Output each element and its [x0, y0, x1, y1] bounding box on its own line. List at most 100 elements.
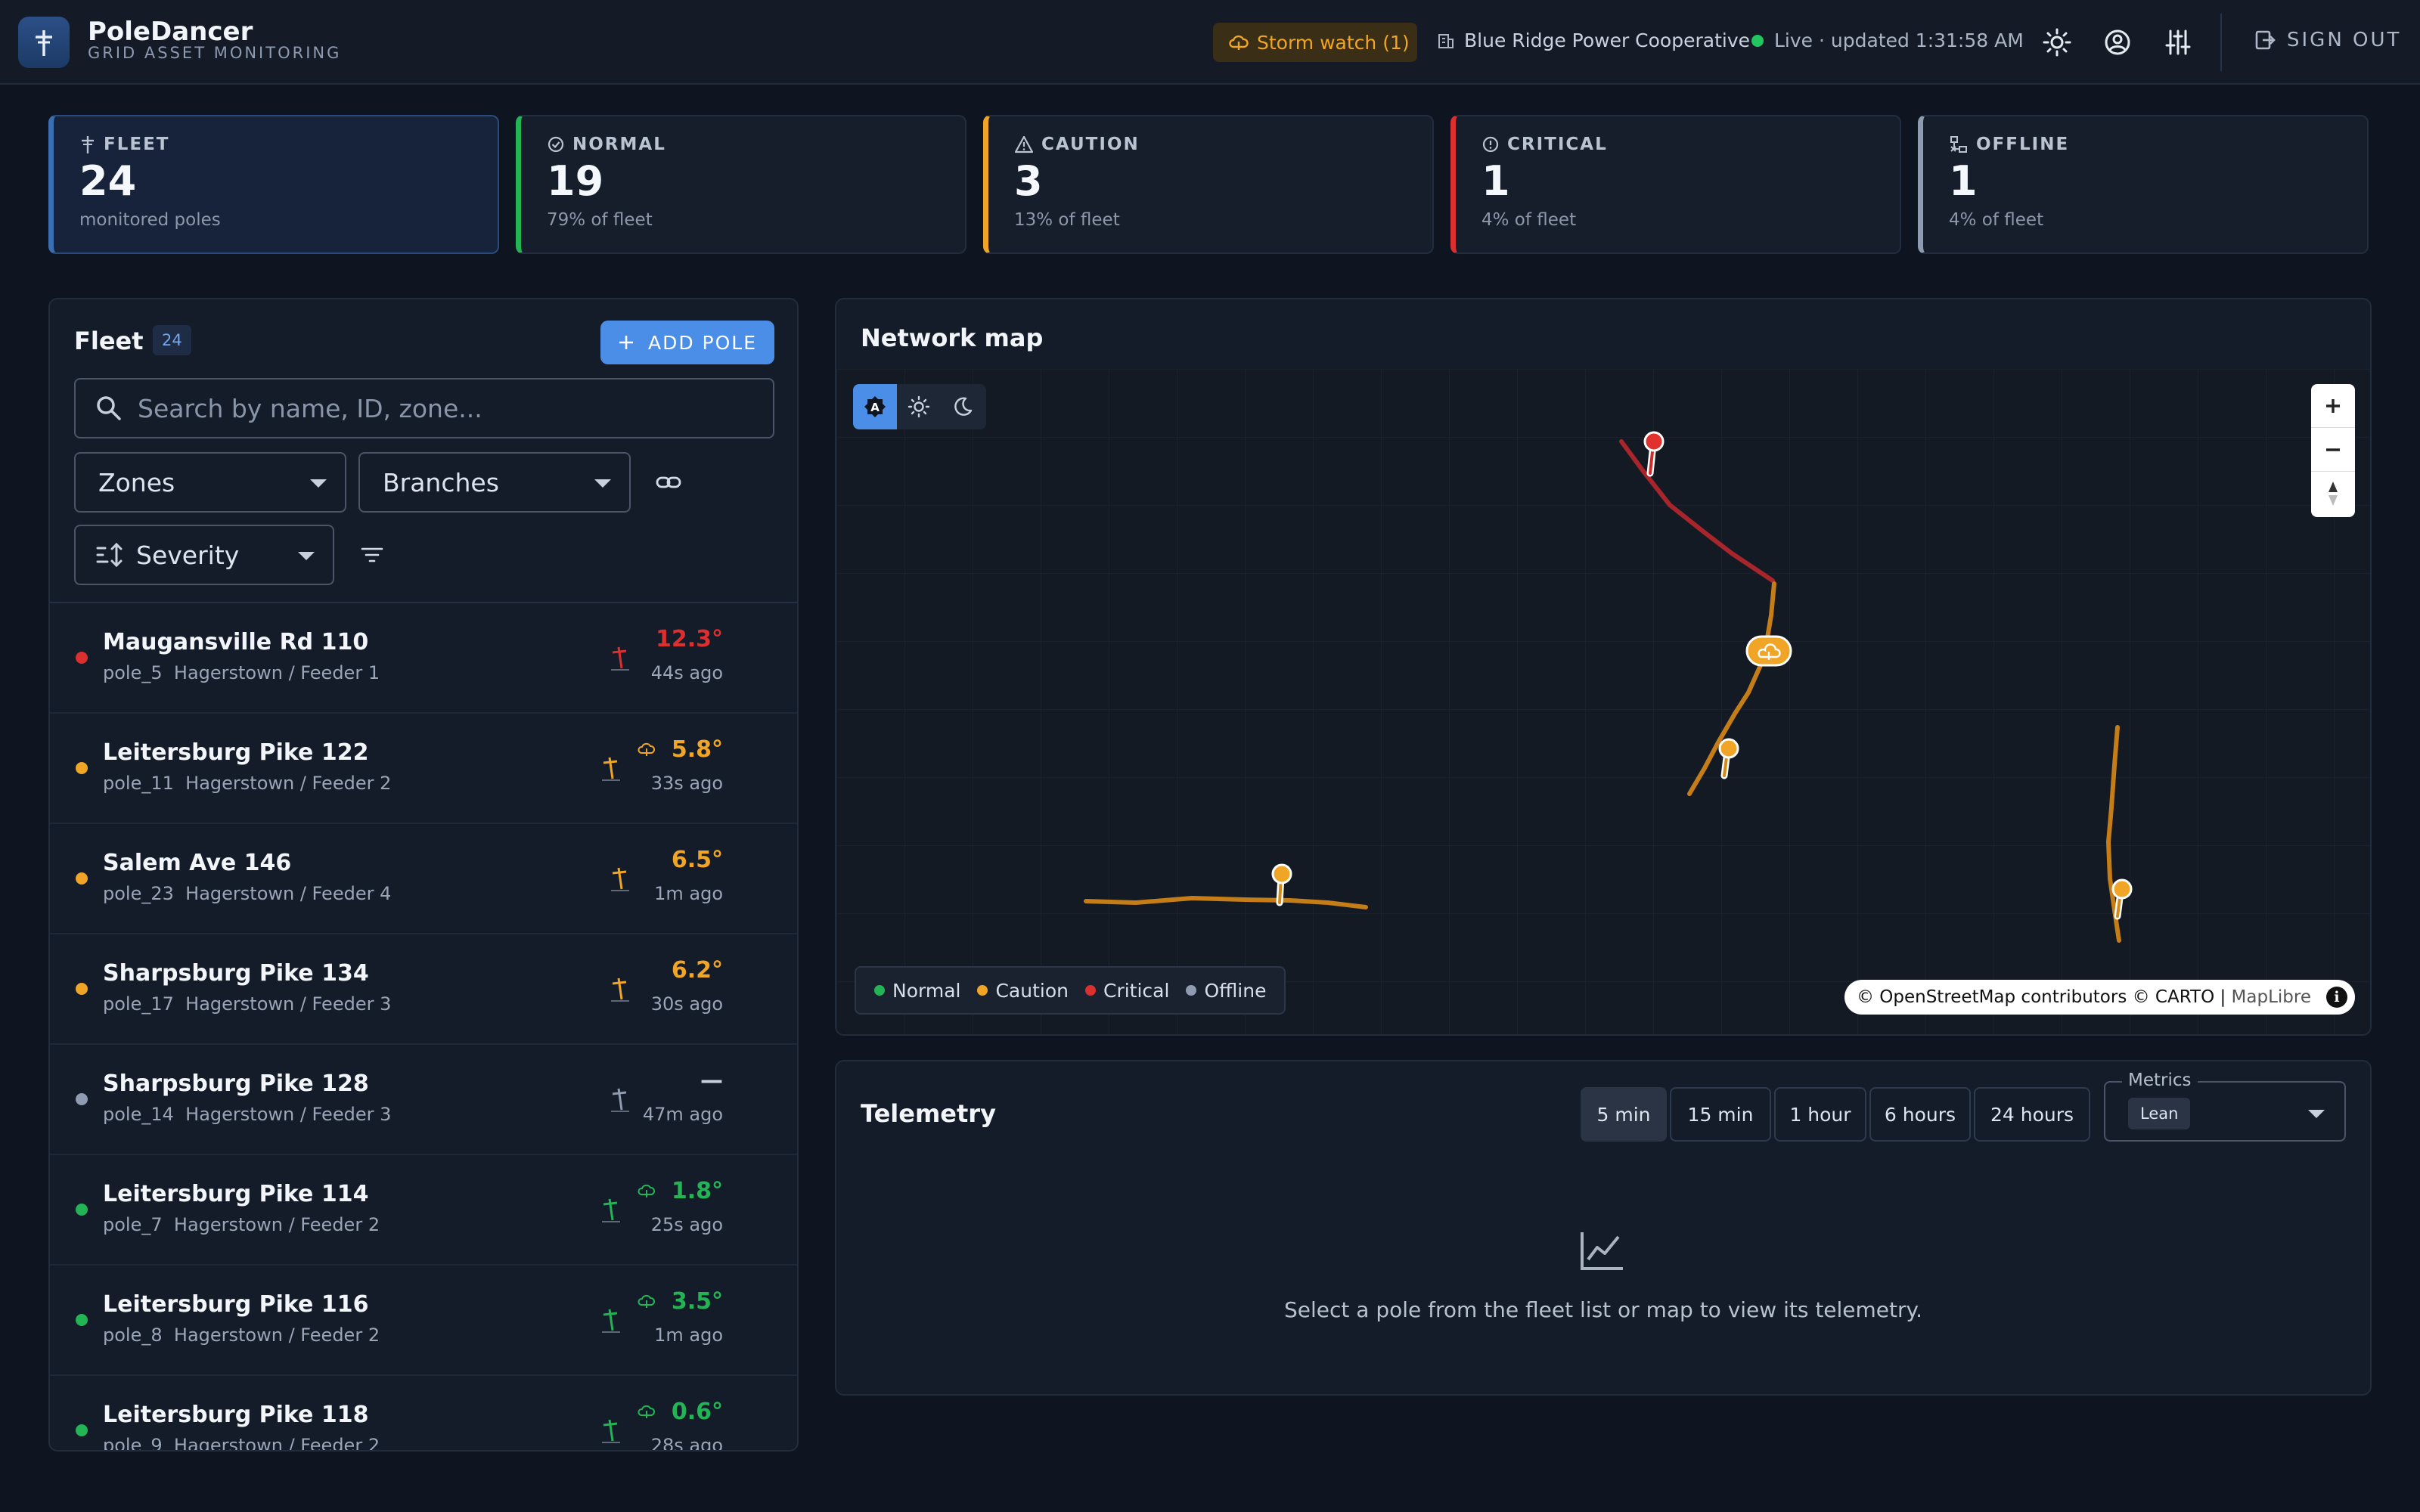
cloud-icon — [1758, 643, 1781, 658]
pole-list-item[interactable]: Sharpsburg Pike 134 pole_17 Hagerstown /… — [50, 934, 797, 1045]
reset-north-button[interactable] — [2311, 472, 2355, 516]
plus-icon — [2326, 398, 2340, 413]
stat-card-caution[interactable]: CAUTION 3 13% of fleet — [983, 115, 1434, 254]
pole-marker-caution[interactable] — [1718, 738, 1739, 779]
stat-card-critical[interactable]: CRITICAL 1 4% of fleet — [1450, 115, 1901, 254]
utility-pole-icon — [602, 757, 620, 781]
zoom-out-button[interactable] — [2311, 428, 2355, 472]
stat-card-offline[interactable]: OFFLINE 1 4% of fleet — [1918, 115, 2369, 254]
pole-name: Maugansville Rd 110 — [103, 629, 369, 655]
pole-list-item[interactable]: Sharpsburg Pike 128 pole_14 Hagerstown /… — [50, 1045, 797, 1155]
sort-select[interactable]: Severity — [74, 525, 334, 585]
theme-toggle-button[interactable] — [2040, 26, 2074, 59]
stat-card-fleet[interactable]: FLEET 24 monitored poles — [48, 115, 499, 254]
sort-icon — [96, 542, 123, 568]
range-15min-button[interactable]: 15 min — [1670, 1087, 1771, 1142]
legend-dot — [1186, 985, 1197, 996]
pole-id: pole_5 — [103, 662, 163, 683]
cloud-storm-icon — [638, 1294, 656, 1308]
fleet-title: Fleet — [74, 327, 144, 355]
stat-value: 1 — [1949, 157, 1978, 205]
metrics-label: Metrics — [2122, 1070, 2198, 1090]
stat-card-normal[interactable]: NORMAL 19 79% of fleet — [516, 115, 966, 254]
pole-last-seen: 1m ago — [654, 1325, 723, 1346]
svg-text:A: A — [870, 401, 880, 414]
pole-list-item[interactable]: Maugansville Rd 110 pole_5 Hagerstown / … — [50, 603, 797, 714]
network-map[interactable]: A — [836, 369, 2370, 1034]
range-1hour-button[interactable]: 1 hour — [1774, 1087, 1866, 1142]
zones-select-label: Zones — [98, 467, 175, 497]
pole-name: Leitersburg Pike 118 — [103, 1402, 369, 1428]
stat-subtext: 79% of fleet — [547, 210, 653, 230]
pole-meta: pole_8 Hagerstown / Feeder 2 — [103, 1325, 380, 1346]
maplibre-link[interactable]: MapLibre — [2231, 987, 2311, 1007]
utility-pole-icon — [36, 30, 52, 56]
pole-list: Maugansville Rd 110 pole_5 Hagerstown / … — [50, 603, 797, 1450]
utility-pole-icon — [602, 1309, 620, 1333]
pole-location: Hagerstown / Feeder 2 — [185, 773, 392, 794]
storm-cluster-marker[interactable] — [1745, 635, 1792, 667]
pole-id: pole_17 — [103, 993, 174, 1015]
live-status-text: Live · updated 1:31:58 AM — [1774, 29, 2024, 51]
pole-location: Hagerstown / Feeder 4 — [185, 883, 392, 904]
map-canvas[interactable] — [836, 369, 2370, 1034]
pole-meta: pole_17 Hagerstown / Feeder 3 — [103, 993, 391, 1015]
pole-marker-critical[interactable] — [1643, 431, 1665, 477]
map-style-dark-button[interactable] — [941, 384, 985, 429]
pole-list-item[interactable]: Salem Ave 146 pole_23 Hagerstown / Feede… — [50, 824, 797, 934]
info-icon[interactable]: i — [2326, 987, 2347, 1008]
account-button[interactable] — [2101, 26, 2134, 59]
feeder-line-caution[interactable] — [1687, 581, 1776, 796]
cloud-storm-icon — [638, 1405, 656, 1418]
branches-select[interactable]: Branches — [358, 452, 631, 513]
add-pole-button[interactable]: ADD POLE — [600, 321, 774, 364]
pole-marker-caution[interactable] — [2111, 878, 2133, 920]
metrics-select[interactable]: Metrics Lean — [2104, 1070, 2346, 1142]
chevron-down-icon — [310, 479, 327, 488]
search-field[interactable] — [74, 378, 774, 438]
zoom-in-button[interactable] — [2311, 384, 2355, 428]
feeder-line-caution[interactable] — [2105, 725, 2121, 943]
legend-label: Normal — [892, 979, 961, 1002]
map-style-toggle: A — [853, 384, 986, 429]
warning-triangle-icon — [1014, 135, 1034, 153]
utility-pole-icon — [611, 646, 629, 671]
pole-last-seen: 25s ago — [650, 1214, 723, 1235]
utility-pole-icon — [602, 1419, 620, 1443]
settings-button[interactable] — [2161, 26, 2195, 59]
app-header: PoleDancer GRID ASSET MONITORING Storm w… — [0, 0, 2420, 85]
sign-out-button[interactable]: SIGN OUT — [2254, 29, 2401, 51]
map-zoom-controls — [2311, 384, 2355, 517]
pole-marker-caution[interactable] — [1271, 863, 1292, 906]
legend-label: Caution — [995, 979, 1069, 1002]
organization: Blue Ridge Power Cooperative — [1437, 29, 1750, 51]
branches-select-label: Branches — [383, 467, 499, 497]
range-6hours-button[interactable]: 6 hours — [1869, 1087, 1971, 1142]
pole-name: Salem Ave 146 — [103, 850, 292, 876]
range-5min-button[interactable]: 5 min — [1581, 1087, 1667, 1142]
zones-select[interactable]: Zones — [74, 452, 346, 513]
pole-list-item[interactable]: Leitersburg Pike 116 pole_8 Hagerstown /… — [50, 1266, 797, 1376]
range-24hours-button[interactable]: 24 hours — [1974, 1087, 2090, 1142]
building-icon — [1438, 33, 1454, 48]
pole-list-item[interactable]: Leitersburg Pike 118 pole_9 Hagerstown /… — [50, 1376, 797, 1450]
stat-subtext: 4% of fleet — [1481, 210, 1577, 230]
sliders-icon — [2165, 29, 2191, 55]
storm-watch-chip[interactable]: Storm watch (1) — [1213, 23, 1417, 62]
telemetry-empty-message: Select a pole from the fleet list or map… — [1283, 1297, 1923, 1322]
legend-item-caution: Caution — [977, 980, 1069, 1002]
link-filters-button[interactable] — [650, 464, 687, 500]
filter-button[interactable] — [354, 537, 390, 573]
pole-list-item[interactable]: Leitersburg Pike 122 pole_11 Hagerstown … — [50, 714, 797, 824]
search-input[interactable] — [138, 393, 743, 423]
storm-watch-label: Storm watch (1) — [1257, 31, 1410, 54]
telemetry-title: Telemetry — [861, 1099, 996, 1128]
metric-chip-lean[interactable]: Lean — [2128, 1098, 2191, 1129]
pole-list-item[interactable]: Leitersburg Pike 114 pole_7 Hagerstown /… — [50, 1155, 797, 1266]
feeder-line-caution[interactable] — [1084, 895, 1368, 909]
map-style-light-button[interactable] — [897, 384, 941, 429]
pole-tilt: 0.6° — [671, 1399, 723, 1425]
feeder-line-critical[interactable] — [1619, 439, 1775, 583]
map-style-auto-button[interactable]: A — [853, 384, 897, 429]
map-panel: Network map — [835, 298, 2372, 1036]
